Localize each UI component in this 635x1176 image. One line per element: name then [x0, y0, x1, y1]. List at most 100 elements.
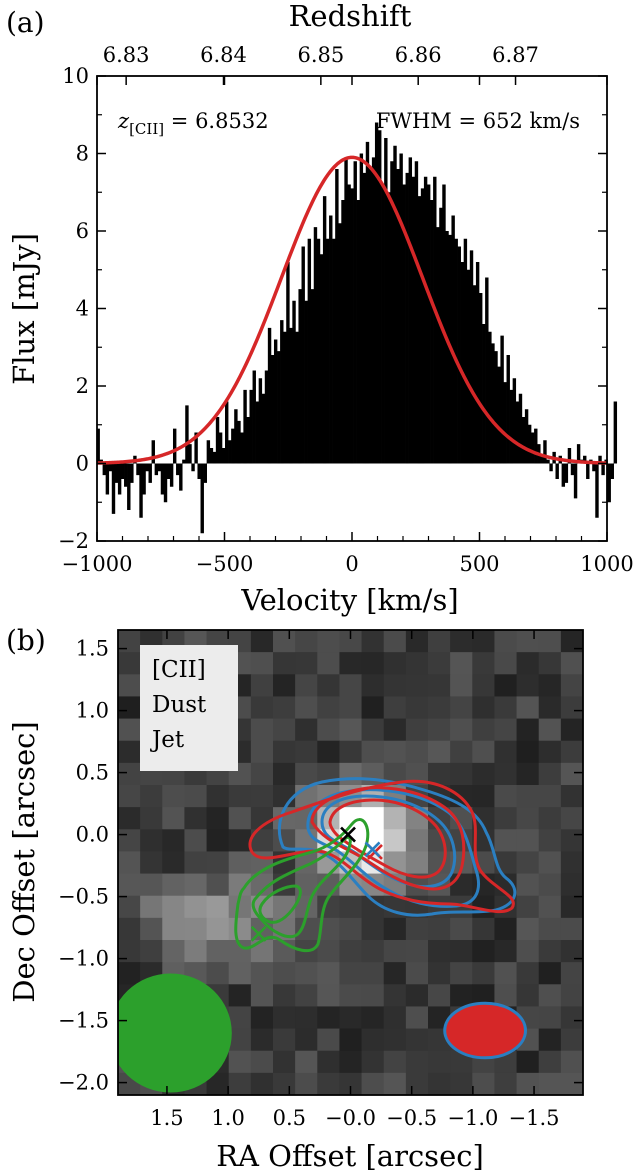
spectrum-bar [381, 184, 385, 464]
marker-jet [250, 925, 267, 942]
image-pixel [295, 1072, 318, 1095]
spectrum-bar [169, 463, 174, 487]
image-pixel [317, 1072, 340, 1095]
spectrum-bar [426, 184, 431, 464]
image-pixel [295, 718, 318, 742]
flux-axis-label: Flux [mJy] [7, 233, 41, 385]
image-pixel [206, 851, 230, 875]
spectrum-bar [206, 440, 211, 464]
image-pixel [206, 873, 230, 897]
spectrum-bar [191, 463, 195, 472]
spectrum-bar [188, 444, 192, 464]
image-pixel [450, 674, 473, 697]
image-pixel [405, 1072, 429, 1095]
spectrum-bar [231, 428, 235, 464]
image-pixel [472, 984, 495, 1007]
image-pixel [295, 984, 318, 1007]
spectrum-bar [518, 393, 523, 464]
spectrum-bar [576, 444, 581, 464]
image-pixel [228, 873, 252, 897]
image-pixel [361, 1006, 385, 1030]
image-pixel [538, 895, 562, 919]
image-pixel [273, 1028, 296, 1052]
spectrum-bar [335, 169, 339, 464]
image-pixel [206, 1072, 230, 1095]
redshift-tick-label: 6.85 [297, 43, 344, 67]
image-pixel [494, 1072, 518, 1095]
spectrum-bar [485, 277, 489, 464]
image-pixel [538, 984, 562, 1007]
spectrum-bar [261, 393, 266, 464]
image-pixel [538, 851, 562, 875]
image-pixel [538, 652, 562, 675]
image-pixel [273, 696, 296, 720]
spectrum-bar [423, 176, 428, 464]
spectrum-bar [362, 172, 367, 464]
image-pixel [250, 674, 274, 697]
spectrum-bar [396, 169, 400, 464]
spectrum-bar [292, 300, 296, 464]
image-pixel [361, 917, 385, 941]
dec-tick-label: −1.5 [58, 1009, 109, 1033]
spectrum-bar [457, 246, 461, 464]
dec-tick-labels: 1.5 1.0 0.5 0.0 −0.5 −1.0 −1.5 −2.0 [58, 637, 109, 1095]
image-pixel [494, 718, 518, 742]
image-pixel [118, 807, 141, 830]
spectrum-bar [96, 428, 100, 464]
spectrum-bar [322, 196, 327, 464]
image-pixel [494, 740, 518, 764]
spectrum-bar [564, 463, 569, 483]
spectrum-bar [488, 331, 492, 464]
image-pixel [516, 740, 540, 764]
ra-tick-label: −1.0 [447, 1106, 498, 1130]
image-pixel [250, 718, 274, 742]
image-pixel [228, 807, 252, 830]
image-pixel [273, 740, 296, 764]
image-pixel [184, 940, 208, 963]
image-pixel [516, 785, 540, 808]
spectrum-bar [356, 200, 360, 464]
flux-tick-label: 10 [62, 64, 89, 88]
redshift-tick-labels: 6.83 6.84 6.85 6.86 6.87 [103, 43, 539, 67]
image-pixel [273, 652, 296, 675]
spectrum-bar [439, 207, 443, 464]
image-pixel [339, 917, 363, 941]
image-pixel [118, 630, 141, 653]
spectrum-bar [475, 262, 480, 464]
image-pixel [250, 696, 274, 720]
image-pixel [317, 1028, 340, 1052]
image-pixel [317, 696, 340, 720]
velocity-tick-labels: −1000 −500 0 500 1000 [61, 552, 633, 576]
spectrum-bar [601, 463, 605, 476]
image-pixel [317, 740, 340, 764]
image-pixel [560, 807, 583, 830]
spectrum-bar [497, 366, 501, 464]
spectrum-bar [420, 188, 425, 464]
image-pixel [538, 1028, 562, 1052]
spectrum-bar [586, 463, 590, 479]
spectrum-bar [534, 428, 538, 464]
image-pixel [560, 674, 583, 697]
image-pixel [516, 674, 540, 697]
image-pixel [516, 917, 540, 941]
image-pixel [383, 962, 407, 985]
spectrum-bar [237, 420, 241, 464]
spectrum-bar [466, 269, 471, 464]
image-pixel [250, 807, 274, 830]
ra-tick-label: 1.0 [211, 1106, 244, 1130]
image-pixel [405, 1028, 429, 1052]
image-pixel [383, 740, 407, 764]
spectrum-bar [436, 227, 440, 464]
image-pixel [273, 962, 296, 985]
image-pixel [228, 1006, 252, 1030]
image-pixel [361, 984, 385, 1007]
image-pixel [250, 962, 274, 985]
image-pixel [472, 962, 495, 985]
image-pixel [383, 674, 407, 697]
ra-tick-label: −0.0 [325, 1106, 376, 1130]
image-pixel [560, 1050, 583, 1074]
spectrum-bar [570, 463, 575, 476]
image-pixel [472, 674, 495, 697]
spectrum-bar [414, 161, 419, 464]
image-pixel [273, 895, 296, 919]
